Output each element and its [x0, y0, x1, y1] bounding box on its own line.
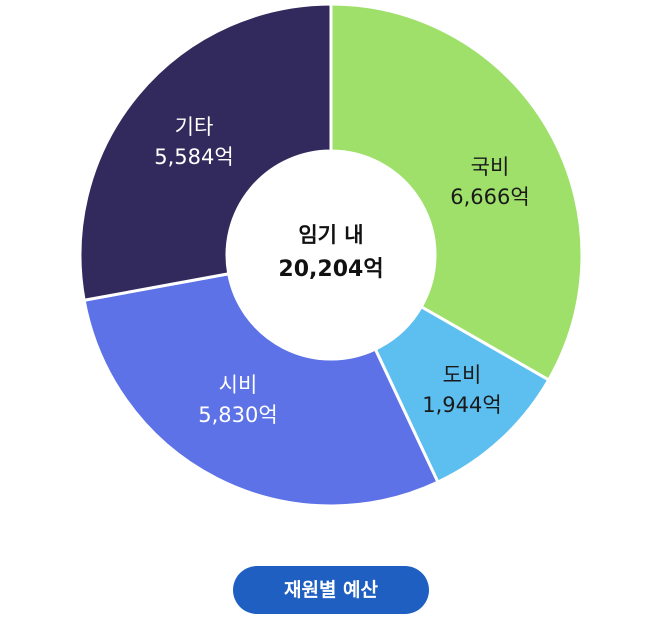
slice-value: 1,944억: [422, 393, 502, 417]
slice-label-city: 시비 5,830억: [168, 370, 308, 430]
slice-label-national: 국비 6,666억: [420, 152, 560, 212]
slice-label-other: 기타 5,584억: [124, 112, 264, 172]
slice-name: 도비: [442, 363, 482, 387]
slice-value: 5,584억: [154, 145, 234, 169]
slice-value: 6,666억: [450, 185, 530, 209]
slice-label-province: 도비 1,944억: [392, 360, 532, 420]
slice-name: 기타: [174, 115, 214, 139]
slice-value: 5,830억: [198, 403, 278, 427]
center-total: 20,204억: [278, 257, 384, 282]
donut-slice-0: [329, 2, 584, 382]
center-label: 임기 내 20,204억: [231, 220, 431, 286]
slice-name: 국비: [470, 155, 510, 179]
donut-slice-3: [78, 2, 333, 303]
donut-chart: 임기 내 20,204억 국비 6,666억 도비 1,944억 시비 5,83…: [78, 2, 584, 508]
center-title: 임기 내: [298, 223, 364, 247]
donut-svg: [78, 2, 584, 508]
budget-by-source-badge[interactable]: 재원별 예산: [233, 566, 429, 614]
slice-name: 시비: [218, 373, 258, 397]
donut-slice-2: [82, 272, 440, 508]
